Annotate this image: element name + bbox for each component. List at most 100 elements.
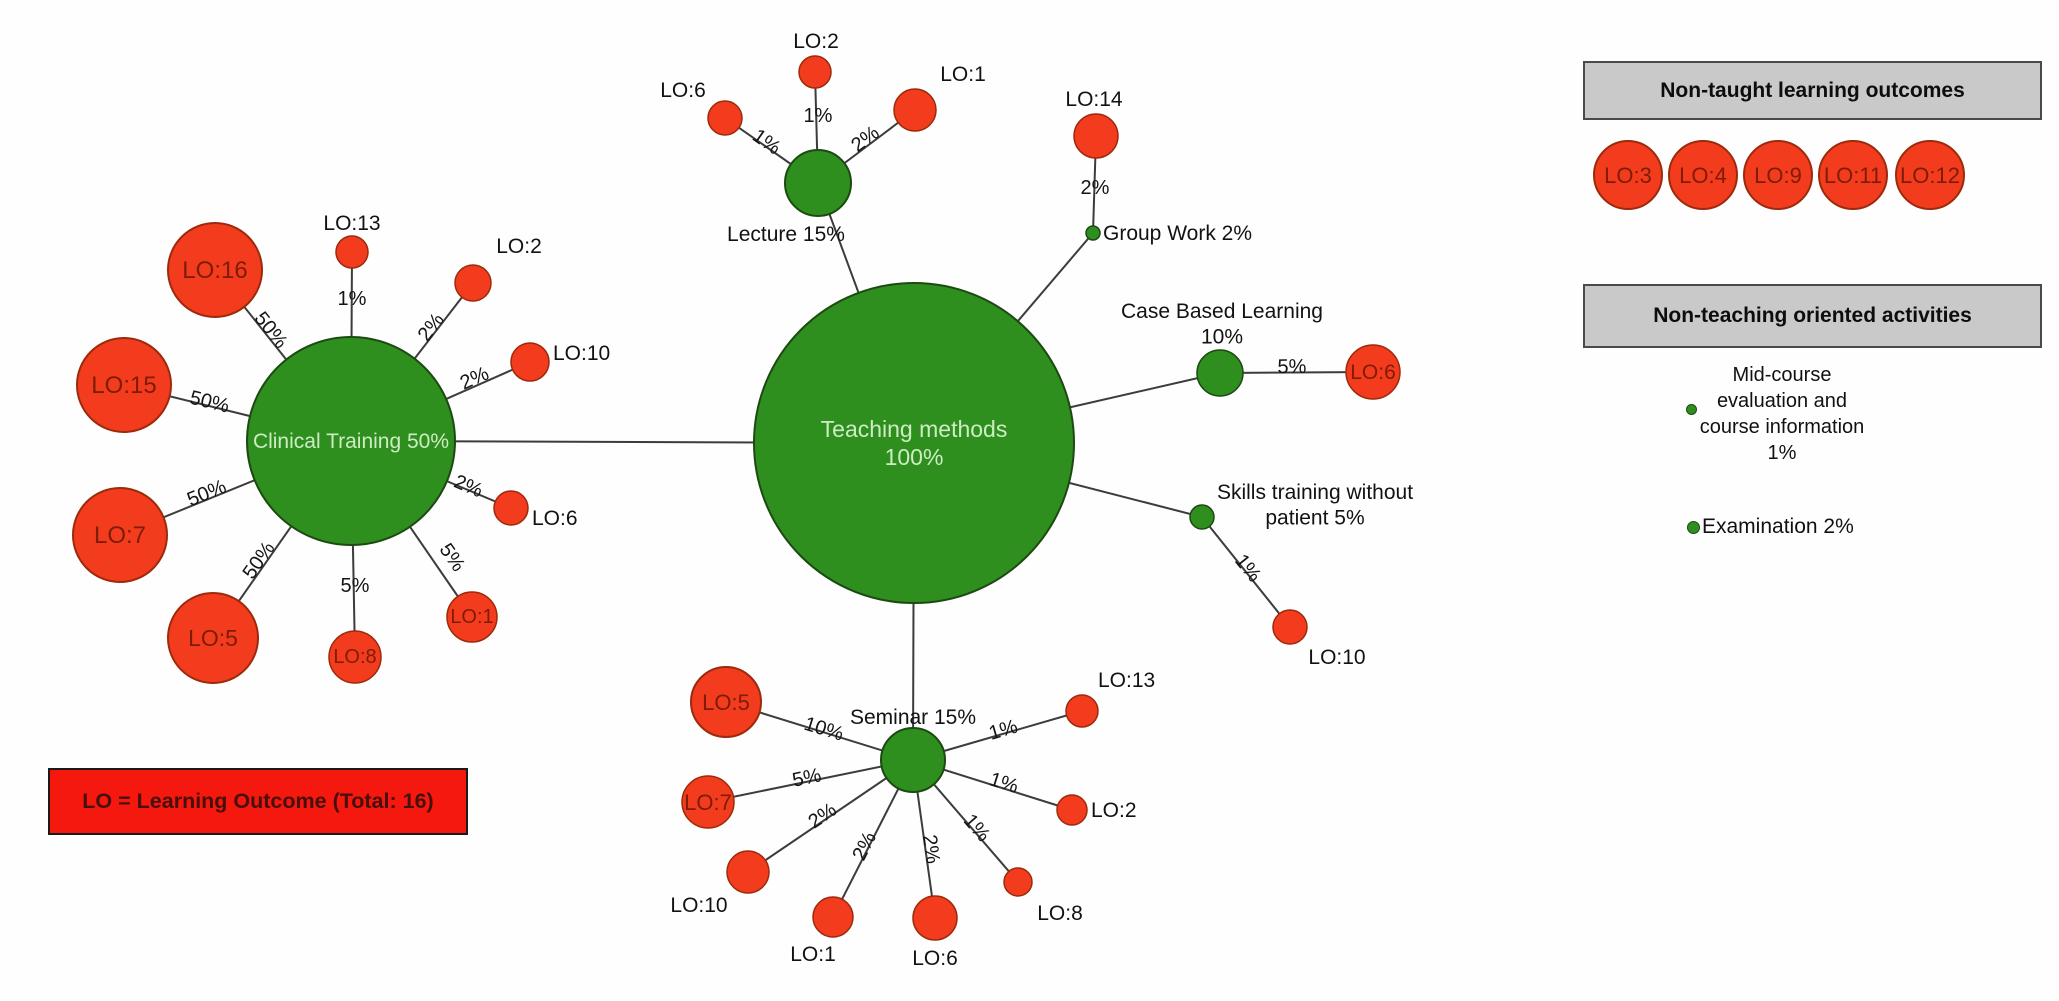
edge-label-cbl-cbl_lo6: 5% bbox=[1277, 356, 1306, 378]
node-sem_lo5 bbox=[690, 666, 762, 738]
label-l_lo2: LO:2 bbox=[793, 30, 839, 53]
edge-label-clinical-c_lo15: 50% bbox=[187, 387, 231, 418]
label-nt_lo3: LO:3 bbox=[1604, 163, 1652, 188]
node-sem_lo6 bbox=[912, 895, 958, 941]
node-sem_lo7 bbox=[681, 775, 735, 829]
node-clinical bbox=[246, 336, 456, 546]
node-seminar bbox=[880, 727, 946, 793]
edge-label-groupwork-g_lo14: 2% bbox=[1081, 177, 1110, 199]
label-l_lo6: LO:6 bbox=[660, 79, 706, 102]
label-nt_lo11: LO:11 bbox=[1824, 163, 1882, 188]
node-sem_lo13 bbox=[1065, 694, 1099, 728]
label-c_lo5: LO:5 bbox=[188, 625, 238, 651]
node-c_lo6 bbox=[493, 490, 529, 526]
examination-bullet-dot bbox=[1687, 520, 1700, 534]
midcourse-line-2: evaluation and bbox=[1716, 390, 1848, 412]
node-groupwork bbox=[1085, 225, 1101, 241]
label-g_lo14: LO:14 bbox=[1065, 88, 1123, 111]
label-sem_lo5: LO:5 bbox=[702, 690, 750, 715]
label-seminar: Seminar 15% bbox=[850, 706, 976, 729]
node-nt_lo4 bbox=[1668, 140, 1738, 210]
label-sem_lo7: LO:7 bbox=[684, 790, 732, 815]
edge-label-clinical-c_lo13: 1% bbox=[338, 288, 367, 310]
legend-box: LO = Learning Outcome (Total: 16) bbox=[48, 768, 468, 835]
edge-label-seminar-sem_lo13: 1% bbox=[986, 716, 1020, 745]
edge-label-seminar-sem_lo2: 1% bbox=[987, 768, 1021, 798]
midcourse-bullet-dot bbox=[1686, 404, 1697, 415]
label-sem_lo10: LO:10 bbox=[670, 894, 727, 917]
label-sem_lo6: LO:6 bbox=[912, 947, 958, 970]
label-c_lo7: LO:7 bbox=[94, 522, 146, 549]
non-taught-header: Non-taught learning outcomes bbox=[1583, 61, 2042, 120]
label-c_lo8: LO:8 bbox=[333, 646, 376, 668]
label-skills: Skills training without patient 5% bbox=[1217, 481, 1413, 530]
edge-label-seminar-sem_lo10: 2% bbox=[804, 799, 840, 834]
node-cbl bbox=[1196, 349, 1244, 397]
midcourse-line-4: 1% bbox=[1767, 442, 1797, 464]
node-c_lo7 bbox=[72, 487, 168, 583]
node-skills bbox=[1189, 504, 1215, 530]
node-c_lo5 bbox=[167, 592, 259, 684]
edge-label-clinical-c_lo8: 5% bbox=[341, 575, 370, 597]
label-groupwork: Group Work 2% bbox=[1103, 222, 1252, 245]
label-c_lo16: LO:16 bbox=[182, 257, 247, 284]
label-sem_lo2: LO:2 bbox=[1091, 799, 1137, 822]
label-c_lo13: LO:13 bbox=[323, 212, 380, 235]
label-cbl: Case Based Learning 10% bbox=[1121, 300, 1323, 349]
edge-label-lecture-l_lo2: 1% bbox=[804, 105, 833, 127]
node-sem_lo2 bbox=[1056, 794, 1088, 826]
edge-seminar-sem_lo10 bbox=[747, 759, 914, 873]
edge-label-seminar-sem_lo8: 1% bbox=[959, 810, 995, 846]
midcourse-line-1: Mid-course bbox=[1732, 364, 1832, 386]
label-lecture: Lecture 15% bbox=[727, 223, 845, 246]
label-teaching: Teaching methods 100% bbox=[821, 416, 1008, 470]
node-teaching bbox=[753, 282, 1075, 604]
examination-label: Examination 2% bbox=[1702, 515, 1854, 538]
node-nt_lo9 bbox=[1743, 140, 1813, 210]
node-sem_lo1 bbox=[812, 896, 854, 938]
edge-skills-s_lo10 bbox=[1201, 516, 1291, 628]
edge-label-clinical-c_lo6: 2% bbox=[451, 471, 486, 503]
label-c_lo10: LO:10 bbox=[553, 342, 610, 365]
edge-label-seminar-sem_lo7: 5% bbox=[790, 764, 823, 791]
node-nt_lo12 bbox=[1895, 140, 1965, 210]
label-cbl_lo6: LO:6 bbox=[1350, 361, 1396, 384]
node-sem_lo10 bbox=[726, 850, 770, 894]
edge-label-clinical-c_lo7: 50% bbox=[184, 476, 230, 512]
non-teaching-header-label: Non-teaching oriented activities bbox=[1653, 304, 1972, 327]
node-g_lo14 bbox=[1073, 113, 1119, 159]
examination-item: Examination 2% bbox=[1687, 515, 1854, 539]
edge-label-seminar-sem_lo5: 10% bbox=[801, 713, 846, 746]
edge-label-clinical-c_lo2: 2% bbox=[414, 309, 449, 345]
node-l_lo2 bbox=[798, 55, 832, 89]
midcourse-item: Mid-course evaluation and course informa… bbox=[1662, 362, 1902, 466]
node-c_lo13 bbox=[335, 235, 369, 269]
node-sem_lo8 bbox=[1003, 867, 1033, 897]
legend-text: LO = Learning Outcome (Total: 16) bbox=[82, 789, 434, 813]
node-l_lo1 bbox=[893, 88, 937, 132]
label-s_lo10: LO:10 bbox=[1308, 646, 1365, 669]
non-teaching-header: Non-teaching oriented activities bbox=[1583, 284, 2042, 348]
label-l_lo1: LO:1 bbox=[940, 63, 986, 86]
node-c_lo8 bbox=[328, 630, 382, 684]
edge-label-skills-s_lo10: 1% bbox=[1230, 550, 1265, 586]
node-lecture bbox=[784, 149, 852, 217]
label-nt_lo12: LO:12 bbox=[1900, 163, 1960, 188]
node-l_lo6 bbox=[707, 100, 743, 136]
node-c_lo15 bbox=[76, 337, 172, 433]
label-c_lo15: LO:15 bbox=[91, 372, 156, 399]
node-nt_lo3 bbox=[1593, 140, 1663, 210]
label-nt_lo4: LO:4 bbox=[1679, 163, 1727, 188]
label-sem_lo13: LO:13 bbox=[1098, 669, 1155, 692]
label-clinical: Clinical Training 50% bbox=[253, 430, 449, 453]
edge-label-lecture-l_lo6: 1% bbox=[748, 125, 784, 160]
node-s_lo10 bbox=[1272, 609, 1308, 645]
edge-label-clinical-c_lo5: 50% bbox=[239, 538, 280, 584]
node-c_lo10 bbox=[510, 342, 550, 382]
non-taught-header-label: Non-taught learning outcomes bbox=[1660, 78, 1965, 102]
edge-label-clinical-c_lo16: 50% bbox=[250, 308, 292, 353]
node-c_lo1 bbox=[446, 591, 498, 643]
label-sem_lo8: LO:8 bbox=[1037, 902, 1083, 925]
